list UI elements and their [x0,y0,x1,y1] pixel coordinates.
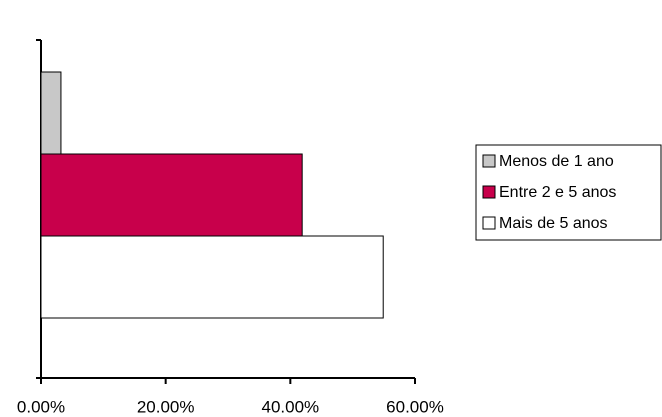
x-tick-label: 0.00% [17,397,65,416]
legend-swatch [482,216,496,230]
legend-box [475,144,662,241]
x-tick-label: 20.00% [137,397,195,416]
legend-label: Mais de 5 anos [499,215,608,232]
bar [40,235,384,319]
legend-label: Entre 2 e 5 anos [499,184,616,201]
legend-swatch [482,185,496,199]
bar [40,153,303,237]
legend-label: Menos de 1 ano [499,153,614,170]
x-tick-label: 60.00% [386,397,444,416]
legend-swatch [482,154,496,168]
x-tick-label: 40.00% [261,397,319,416]
bar [40,71,62,155]
